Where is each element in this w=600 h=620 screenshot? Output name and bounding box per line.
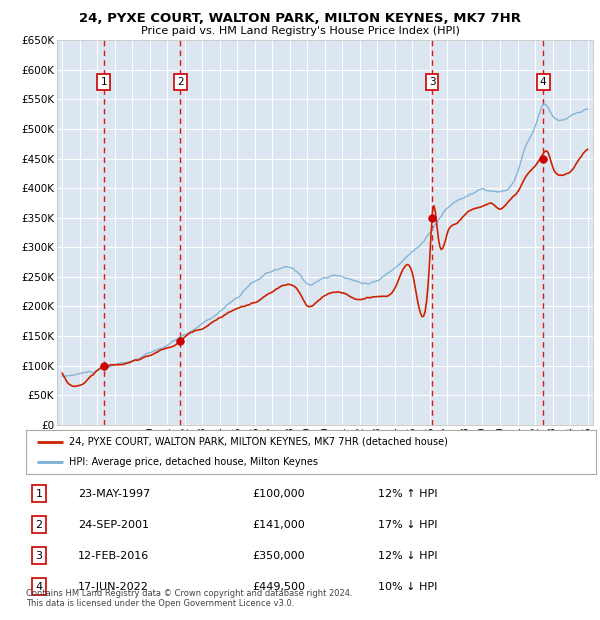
Text: 4: 4: [35, 582, 43, 591]
Text: 17% ↓ HPI: 17% ↓ HPI: [378, 520, 437, 529]
Text: 3: 3: [35, 551, 43, 560]
Text: HPI: Average price, detached house, Milton Keynes: HPI: Average price, detached house, Milt…: [68, 457, 317, 467]
Text: 12% ↓ HPI: 12% ↓ HPI: [378, 551, 437, 560]
Text: 1: 1: [35, 489, 43, 498]
Text: 24, PYXE COURT, WALTON PARK, MILTON KEYNES, MK7 7HR (detached house): 24, PYXE COURT, WALTON PARK, MILTON KEYN…: [68, 436, 448, 447]
Text: 12-FEB-2016: 12-FEB-2016: [78, 551, 149, 560]
Text: 24, PYXE COURT, WALTON PARK, MILTON KEYNES, MK7 7HR: 24, PYXE COURT, WALTON PARK, MILTON KEYN…: [79, 12, 521, 25]
Text: Contains HM Land Registry data © Crown copyright and database right 2024.
This d: Contains HM Land Registry data © Crown c…: [26, 589, 352, 608]
Text: 12% ↑ HPI: 12% ↑ HPI: [378, 489, 437, 498]
Text: 17-JUN-2022: 17-JUN-2022: [78, 582, 149, 591]
Text: 1: 1: [101, 77, 107, 87]
Text: 4: 4: [540, 77, 547, 87]
Text: 3: 3: [429, 77, 436, 87]
Text: 10% ↓ HPI: 10% ↓ HPI: [378, 582, 437, 591]
Text: £350,000: £350,000: [252, 551, 305, 560]
Text: 24-SEP-2001: 24-SEP-2001: [78, 520, 149, 529]
Text: £100,000: £100,000: [252, 489, 305, 498]
Text: 2: 2: [177, 77, 184, 87]
Text: £141,000: £141,000: [252, 520, 305, 529]
Text: Price paid vs. HM Land Registry's House Price Index (HPI): Price paid vs. HM Land Registry's House …: [140, 26, 460, 36]
Text: 2: 2: [35, 520, 43, 529]
Text: £449,500: £449,500: [252, 582, 305, 591]
Text: 23-MAY-1997: 23-MAY-1997: [78, 489, 150, 498]
